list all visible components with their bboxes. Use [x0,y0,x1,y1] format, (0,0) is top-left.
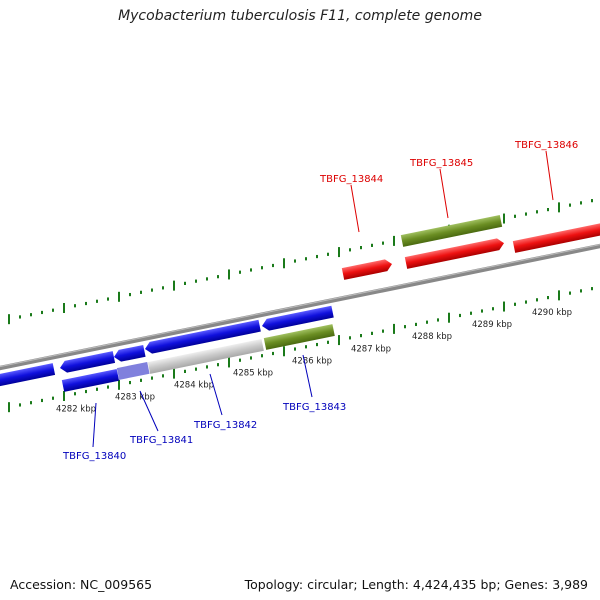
gene-TBFG_13839[interactable] [0,363,56,388]
scale-label: 4289 kbp [472,320,512,330]
scale-label: 4285 kbp [233,369,273,379]
gene-label-TBFG_13844[interactable]: TBFG_13844 [319,174,383,185]
gene-label-TBFG_13842[interactable]: TBFG_13842 [193,420,257,431]
gene-TBFG_13842[interactable] [147,338,264,374]
rna-gene-forward[interactable] [400,214,503,247]
scale-label: 4288 kbp [412,332,452,342]
label-leader-lines [92,150,554,448]
gene-label-TBFG_13846[interactable]: TBFG_13846 [514,140,578,151]
gene-TBFG_13846[interactable] [512,223,600,253]
gene-TBFG_13845[interactable] [404,237,505,269]
scale-label: 4282 kbp [56,405,96,415]
gene-label-TBFG_13843[interactable]: TBFG_13843 [282,402,346,413]
scale-label: 4283 kbp [115,393,155,403]
topology-text: Topology: circular; Length: 4,424,435 bp… [244,577,588,592]
accession-text: Accession: NC_009565 [10,577,153,592]
genome-backbone [0,243,600,371]
scale-label: 4290 kbp [532,308,572,318]
gene-TBFG_13840[interactable] [61,368,120,392]
scale-label: 4287 kbp [351,345,391,355]
genome-backbone-highlight [0,244,600,368]
gene-TBFG_13842-upper[interactable] [144,319,261,355]
gene-TBFG_13841-upper[interactable] [113,344,146,363]
gene-TBFG_13844[interactable] [341,258,393,280]
gene-label-TBFG_13845[interactable]: TBFG_13845 [409,158,473,169]
scale-label: 4286 kbp [292,357,332,367]
reverse-tick-track [8,287,593,413]
scale-label: 4284 kbp [174,381,214,391]
gene-TBFG_13840-upper[interactable] [59,351,116,374]
gene-TBFG_13843-upper[interactable] [261,305,334,332]
gene-TBFG_13843[interactable] [263,324,335,350]
gene-label-TBFG_13841[interactable]: TBFG_13841 [129,435,193,446]
map-title: Mycobacterium tuberculosis F11, complete… [118,8,482,24]
gene-label-TBFG_13840[interactable]: TBFG_13840 [62,451,126,462]
scale-labels: 4282 kbp 4283 kbp 4284 kbp 4285 kbp 4286 kbp… [56,308,572,415]
gene-TBFG_13841[interactable] [116,361,150,380]
